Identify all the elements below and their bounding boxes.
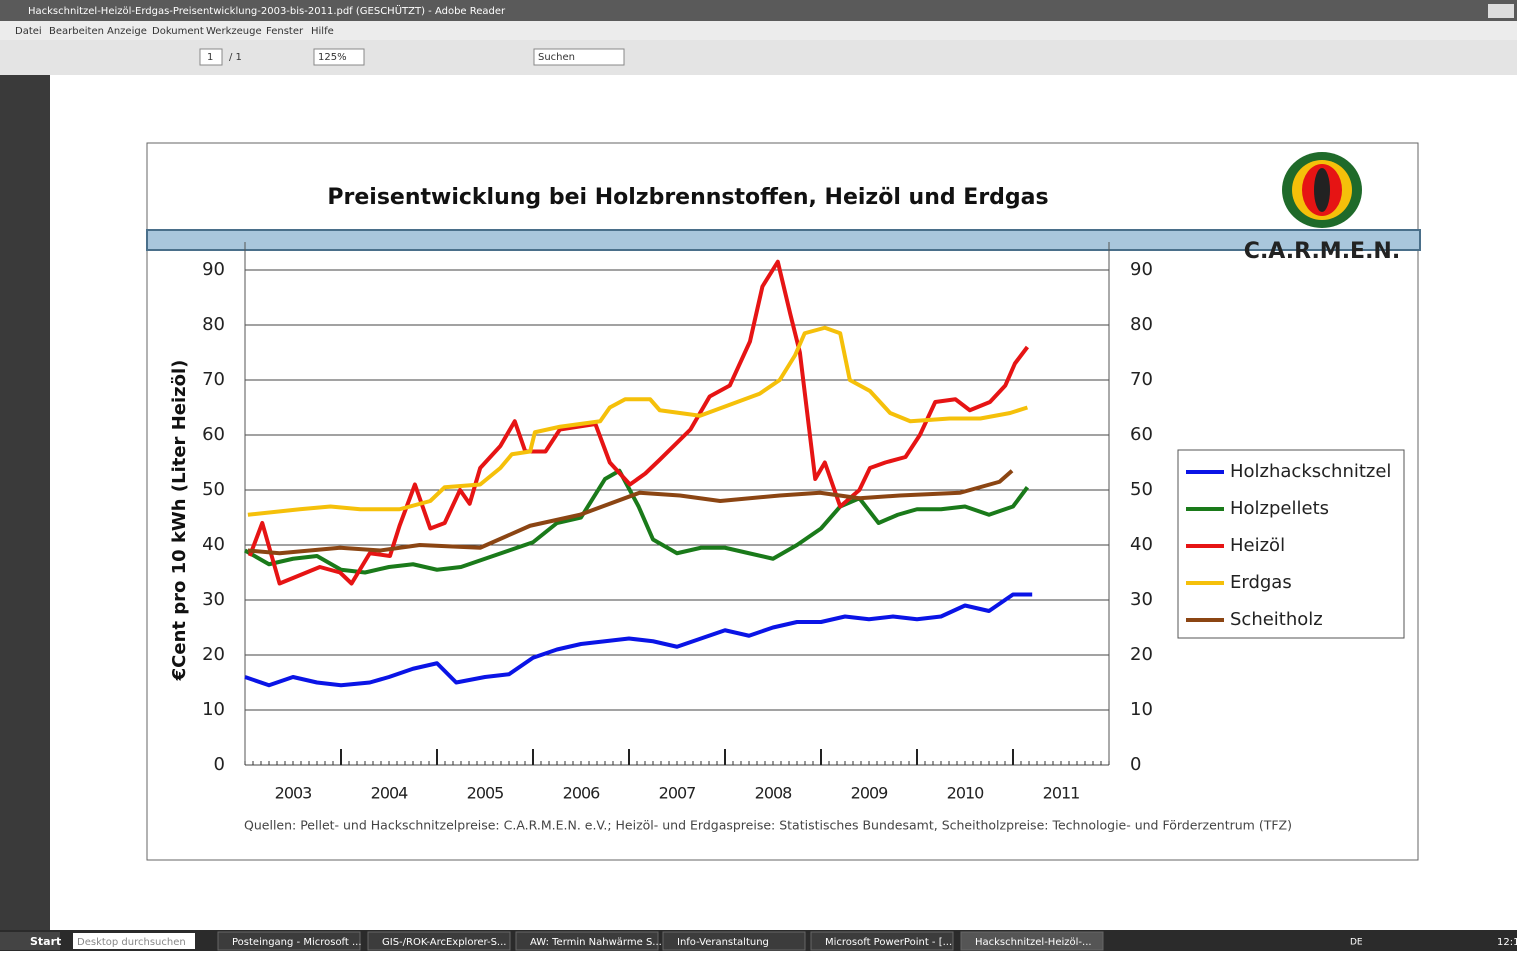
x-tick-label: 2011 xyxy=(1043,784,1080,803)
y2-tick-label: 0 xyxy=(1130,754,1141,775)
logo-mark xyxy=(1314,168,1330,212)
menu-item[interactable]: Datei xyxy=(15,26,42,37)
task-label: Microsoft PowerPoint - [... xyxy=(825,937,952,948)
y-tick-label: 10 xyxy=(202,699,225,720)
page: Hackschnitzel-Heizöl-Erdgas-Preisentwick… xyxy=(0,0,1517,951)
x-tick-label: 2007 xyxy=(659,784,696,803)
page-number: 1 xyxy=(207,52,213,63)
sidebar xyxy=(0,75,50,930)
toolbar xyxy=(0,40,1517,75)
legend-label: Scheitholz xyxy=(1230,609,1323,630)
menu-item[interactable]: Werkzeuge xyxy=(206,26,262,37)
x-tick-label: 2003 xyxy=(275,784,312,803)
y2-tick-label: 60 xyxy=(1130,424,1153,445)
window-title: Hackschnitzel-Heizöl-Erdgas-Preisentwick… xyxy=(28,4,506,17)
menu-item[interactable]: Fenster xyxy=(266,26,304,37)
y-tick-label: 40 xyxy=(202,534,225,555)
menu-item[interactable]: Hilfe xyxy=(311,26,334,37)
page-count: / 1 xyxy=(229,52,242,63)
x-tick-label: 2008 xyxy=(755,784,793,803)
source-note: Quellen: Pellet- und Hackschnitzelpreise… xyxy=(244,818,1292,833)
task-label: Hackschnitzel-Heizöl-... xyxy=(975,937,1092,948)
y-axis-label: €Cent pro 10 kWh (Liter Heizöl) xyxy=(169,360,190,682)
clock: 12:1 xyxy=(1497,937,1517,948)
legend-label: Holzhackschnitzel xyxy=(1230,461,1391,482)
window-buttons[interactable] xyxy=(1488,4,1514,18)
header-band xyxy=(147,230,1420,250)
desktop-search: Desktop durchsuchen xyxy=(77,937,186,948)
x-tick-label: 2010 xyxy=(947,784,985,803)
y2-tick-label: 10 xyxy=(1130,699,1153,720)
menu-item[interactable]: Bearbeiten xyxy=(49,26,104,37)
y2-tick-label: 50 xyxy=(1130,479,1153,500)
task-label: AW: Termin Nahwärme S... xyxy=(530,937,662,948)
y-tick-label: 80 xyxy=(202,314,225,335)
y2-tick-label: 80 xyxy=(1130,314,1153,335)
task-label: Info-Veranstaltung xyxy=(677,937,769,948)
y2-tick-label: 90 xyxy=(1130,259,1153,280)
menu-item[interactable]: Anzeige xyxy=(107,26,147,37)
x-tick-label: 2009 xyxy=(851,784,889,803)
x-tick-label: 2005 xyxy=(467,784,504,803)
y-tick-label: 70 xyxy=(202,369,225,390)
legend-label: Heizöl xyxy=(1230,535,1285,556)
zoom: 125% xyxy=(318,52,347,63)
y2-tick-label: 20 xyxy=(1130,644,1153,665)
x-tick-label: 2004 xyxy=(371,784,409,803)
language: DE xyxy=(1350,938,1363,948)
logo-text: C.A.R.M.E.N. xyxy=(1244,239,1400,264)
legend-label: Holzpellets xyxy=(1230,498,1329,519)
task-label: GIS-/ROK-ArcExplorer-S... xyxy=(382,937,506,948)
search: Suchen xyxy=(538,52,575,63)
y-tick-label: 20 xyxy=(202,644,225,665)
menu-item[interactable]: Dokument xyxy=(152,26,204,37)
legend-label: Erdgas xyxy=(1230,572,1292,593)
chart-title: Preisentwicklung bei Holzbrennstoffen, H… xyxy=(327,185,1048,210)
y-tick-label: 0 xyxy=(214,754,225,775)
screen: Hackschnitzel-Heizöl-Erdgas-Preisentwick… xyxy=(0,0,1517,951)
y-tick-label: 90 xyxy=(202,259,225,280)
y2-tick-label: 40 xyxy=(1130,534,1153,555)
x-tick-label: 2006 xyxy=(563,784,601,803)
y2-tick-label: 70 xyxy=(1130,369,1153,390)
task-label: Posteingang - Microsoft ... xyxy=(232,937,362,948)
start: Start xyxy=(30,935,61,948)
y-tick-label: 50 xyxy=(202,479,225,500)
y-tick-label: 30 xyxy=(202,589,225,610)
y-tick-label: 60 xyxy=(202,424,225,445)
y2-tick-label: 30 xyxy=(1130,589,1153,610)
